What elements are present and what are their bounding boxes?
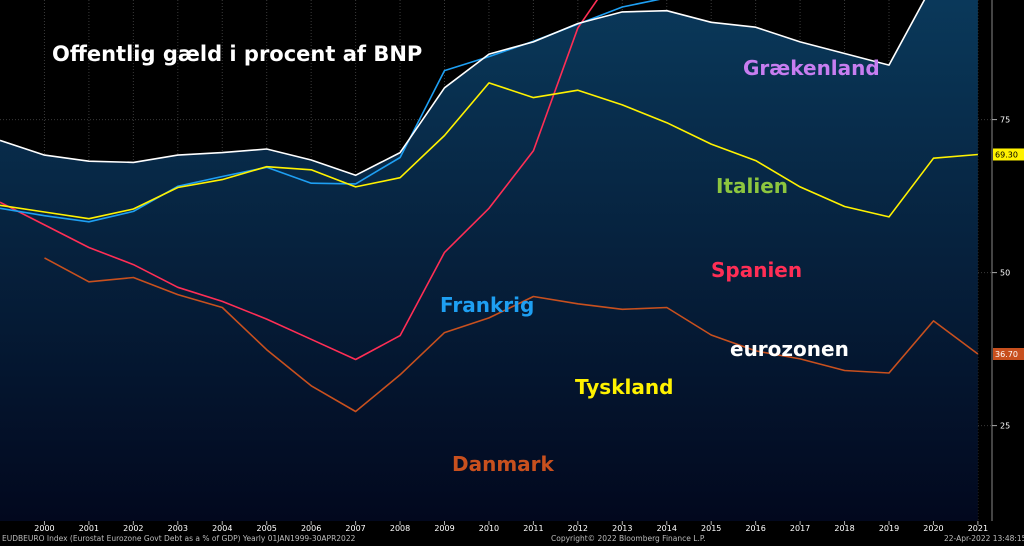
badge-box: [993, 347, 1024, 360]
x-axis: 2000 2001 2002 2003 2004 2005 2006 2007 2008 2009…: [34, 521, 988, 533]
x-tick-label: 2009: [434, 524, 454, 533]
y-tick-label: 75: [1000, 116, 1010, 125]
x-tick-label: 2021: [968, 524, 988, 533]
badge-value: 69.30: [995, 150, 1018, 159]
eurozone-area-fill: [0, 0, 978, 521]
footer-bar: EUDBEURO Index (Eurostat Eurozone Govt D…: [0, 532, 1024, 546]
x-tick-label: 2003: [168, 524, 188, 533]
x-tick-label: 2015: [701, 524, 721, 533]
label-danmark: Danmark: [452, 452, 555, 476]
label-spanien: Spanien: [711, 258, 802, 282]
y-axis: 255075100125150175200: [992, 116, 1010, 431]
series-line-eurozonen: [0, 0, 926, 177]
label-eurozonen: eurozonen: [730, 337, 849, 361]
x-tick-label: 2018: [834, 524, 854, 533]
badge-tyskland: 69.30: [993, 148, 1024, 161]
x-tick-label: 2019: [879, 524, 899, 533]
x-tick-label: 2004: [212, 524, 232, 533]
timestamp: 22-Apr-2022 13:48:15: [944, 534, 1024, 543]
chart-title: Offentlig gæld i procent af BNP: [52, 42, 422, 66]
x-tick-label: 2000: [34, 524, 54, 533]
x-tick-label: 2010: [479, 524, 499, 533]
x-tick-label: 2006: [301, 524, 321, 533]
index-description: EUDBEURO Index (Eurostat Eurozone Govt D…: [2, 534, 356, 543]
y-tick-label: 50: [1000, 269, 1010, 278]
x-tick-label: 2001: [79, 524, 99, 533]
badge-danmark: 36.70: [993, 347, 1024, 360]
x-tick-label: 2013: [612, 524, 632, 533]
x-tick-label: 2008: [390, 524, 410, 533]
series-labels: Grækenland Italien Spanien Frankrig eurozone…: [440, 56, 880, 476]
x-tick-label: 2012: [568, 524, 588, 533]
x-tick-label: 2005: [257, 524, 277, 533]
x-tick-label: 2002: [123, 524, 143, 533]
x-tick-label: 2007: [345, 524, 365, 533]
badge-box: [993, 148, 1024, 161]
series-line-spanien: [0, 0, 599, 361]
label-frankrig: Frankrig: [440, 293, 534, 317]
y-tick-label: 25: [1000, 422, 1010, 431]
series-line-danmark: [44, 257, 979, 413]
x-tick-label: 2017: [790, 524, 810, 533]
x-tick-label: 2011: [523, 524, 543, 533]
series-lines: [0, 0, 979, 413]
label-tyskland: Tyskland: [575, 375, 673, 399]
x-tick-label: 2020: [923, 524, 943, 533]
label-grækenland: Grækenland: [743, 56, 880, 80]
copyright-text: Copyright© 2022 Bloomberg Finance L.P.: [551, 534, 706, 543]
x-tick-label: 2014: [657, 524, 677, 533]
badge-value: 36.70: [995, 350, 1018, 359]
series-line-tyskland: [0, 82, 978, 220]
x-tick-label: 2016: [745, 524, 765, 533]
label-italien: Italien: [716, 174, 788, 198]
